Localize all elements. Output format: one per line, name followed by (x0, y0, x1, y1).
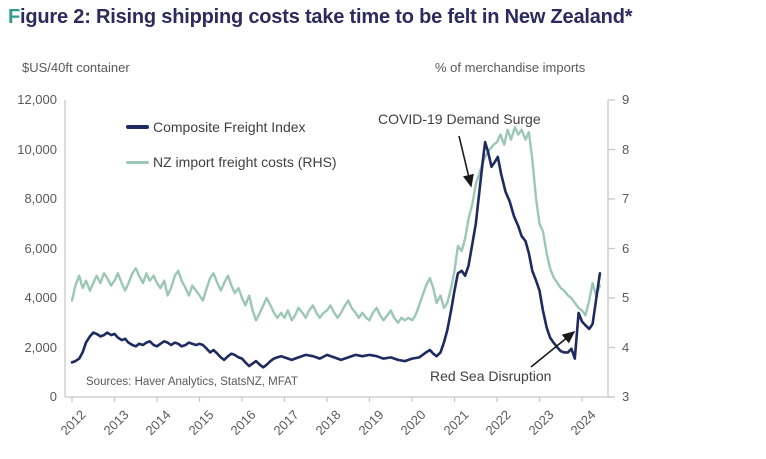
nz-import-freight-costs-line (70, 125, 602, 324)
right-axis-tick-label: 7 (622, 191, 630, 206)
source-note: Sources: Haver Analytics, StatsNZ, MFAT (86, 376, 298, 388)
legend-label: NZ import freight costs (RHS) (153, 154, 337, 170)
left-axis-tick-label: 8,000 (24, 191, 57, 206)
green-line-swatch-icon (126, 160, 149, 164)
covid-annotation-arrow (458, 135, 474, 188)
left-axis-tick-label: 0 (49, 389, 57, 404)
legend-item-composite-freight-index: Composite Freight Index (126, 119, 306, 135)
legend-item-nz-import-freight: NZ import freight costs (RHS) (126, 154, 337, 170)
right-axis-tick-label: 8 (622, 141, 630, 157)
axis-lines (64, 99, 615, 402)
right-axis-tick-label: 3 (622, 389, 630, 404)
right-axis-tick-label: 4 (622, 339, 630, 355)
legend-label: Composite Freight Index (153, 119, 306, 135)
left-axis-tick-label: 12,000 (17, 92, 57, 107)
composite-freight-index-line (70, 140, 602, 369)
right-axis-title: % of merchandise imports (435, 60, 586, 75)
left-axis-tick-label: 2,000 (24, 339, 57, 355)
left-axis-title: $US/40ft container (22, 60, 130, 75)
left-axis-tick-label: 6,000 (24, 240, 57, 256)
figure-title-accent-letter: F (8, 6, 21, 28)
figure-title-text: igure 2: Rising shipping costs take time… (20, 6, 633, 28)
right-axis-tick-label: 6 (622, 240, 630, 256)
redsea-annotation-arrow (530, 330, 576, 368)
annotation-red-sea-disruption: Red Sea Disruption (430, 368, 552, 384)
right-axis-tick-label: 5 (622, 290, 630, 305)
annotation-covid-demand-surge: COVID-19 Demand Surge (378, 111, 541, 127)
figure-title: Figure 2: Rising shipping costs take tim… (8, 6, 632, 29)
right-axis-tick-label: 9 (622, 92, 630, 107)
navy-line-swatch-icon (126, 125, 149, 129)
left-axis-tick-label: 10,000 (17, 141, 57, 157)
left-axis-tick-label: 4,000 (24, 290, 57, 305)
